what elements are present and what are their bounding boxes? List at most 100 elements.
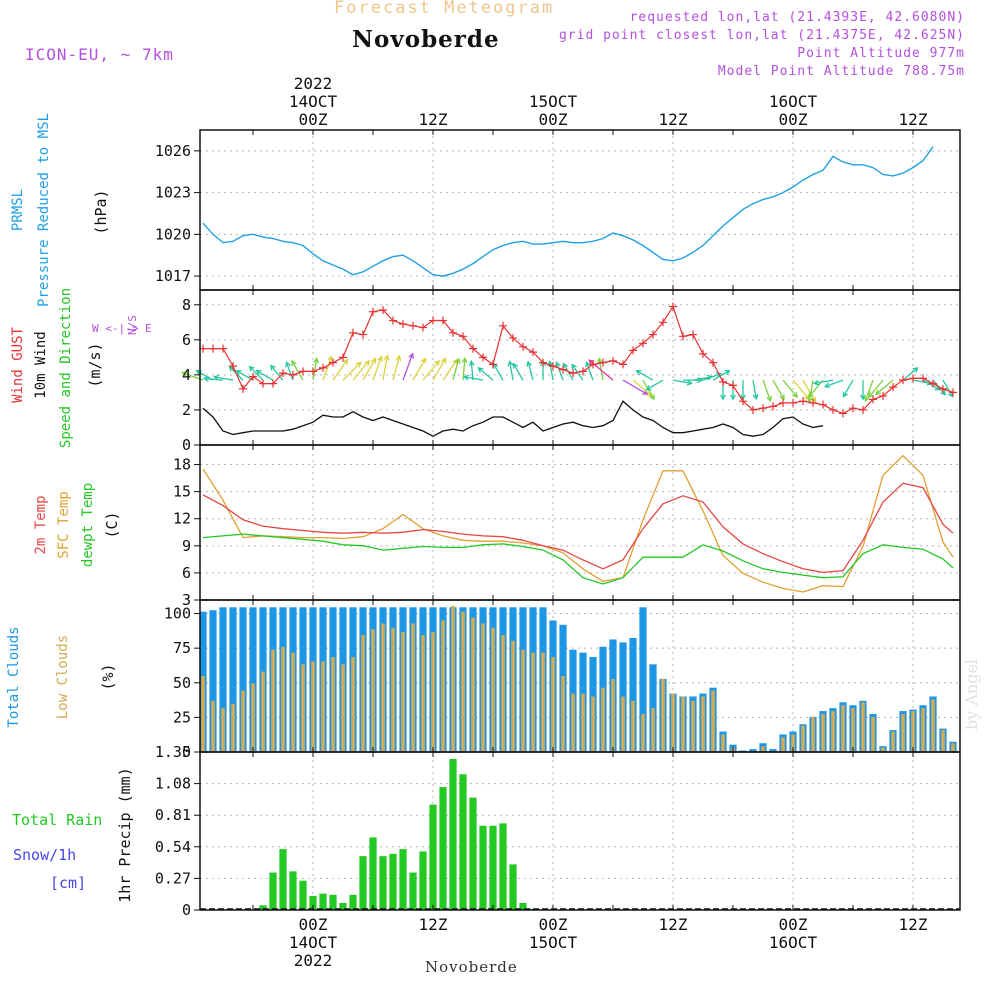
wind-arrow: [636, 370, 654, 381]
legend-total-rain: Total Rain: [12, 811, 102, 829]
wind-arrow: [527, 361, 534, 381]
rain-bar: [309, 895, 317, 910]
wind-arrow: [824, 379, 844, 388]
low-cloud-bar: [421, 635, 425, 752]
wind-arrow: [442, 359, 458, 381]
y-tick-label: 9: [182, 537, 191, 555]
low-cloud-bar: [311, 661, 315, 752]
chart-header-title: Forecast Meteogram: [334, 0, 555, 18]
wind-arrow: [382, 355, 388, 381]
gust-point: [639, 339, 647, 348]
gust-point: [429, 316, 437, 325]
wind-arrow: [464, 376, 484, 381]
wind-arrow-head: [395, 354, 402, 362]
gust-point: [339, 353, 347, 362]
gust-point: [879, 391, 887, 400]
wind-arrow-head: [440, 357, 447, 364]
low-cloud-bar: [701, 696, 705, 752]
low-cloud-bar: [681, 696, 685, 752]
wind-arrow-head: [807, 391, 814, 399]
gust-point: [669, 302, 677, 311]
wind-arrow-head: [635, 369, 642, 376]
wind-arrow: [512, 363, 524, 381]
y-tick-label: 8: [182, 296, 191, 314]
wind-arrow-head: [212, 374, 220, 381]
y-tick-label: 0: [182, 436, 191, 454]
low-cloud-bar: [901, 714, 905, 752]
gust-point: [769, 402, 777, 411]
wind-arrow: [762, 379, 772, 402]
y-tick-label: 75: [173, 639, 191, 657]
wind-arrow: [752, 380, 757, 399]
low-cloud-bar: [391, 627, 395, 752]
low-cloud-bar: [801, 725, 805, 752]
gust-point: [389, 316, 397, 325]
wind-arrow: [509, 361, 514, 381]
top-time-label: 00Z: [779, 110, 808, 129]
dew-title: dewpt Temp: [80, 483, 96, 567]
y-tick-label: 25: [173, 708, 191, 726]
gust-point: [729, 381, 737, 390]
gust-point: [549, 362, 557, 371]
y-tick-label: 1.08: [155, 775, 191, 793]
gust-point: [379, 306, 387, 315]
low-cloud-bar: [761, 746, 765, 752]
gust-point: [919, 374, 927, 383]
wind-speed-line: [202, 400, 824, 437]
gust-point: [519, 342, 527, 351]
wind-arrow: [452, 358, 460, 381]
low-cloud-bar: [641, 714, 645, 752]
low-cloud-bar: [401, 632, 405, 752]
low-cloud-bar: [851, 708, 855, 752]
low-cloud-bar: [301, 664, 305, 752]
top-time-label: 12Z: [899, 110, 928, 129]
y-tick-label: 1.35: [155, 743, 191, 761]
total-cloud-bar: [769, 749, 777, 752]
gust-point: [469, 344, 477, 353]
temp2m-title: 2m Temp: [33, 495, 49, 554]
rain-bar: [369, 837, 377, 910]
gust-point: [439, 316, 447, 325]
low-cloud-bar: [211, 700, 215, 752]
gust-point: [219, 344, 227, 353]
gust-point: [649, 330, 657, 339]
legend-snow-unit: [cm]: [50, 874, 86, 892]
wind-arrow-head: [934, 385, 941, 391]
gust-point: [609, 356, 617, 365]
rain-bar: [499, 823, 507, 910]
low-cloud-bar: [361, 635, 365, 752]
low-cloud-bar: [541, 652, 545, 752]
low-cloud-bar: [431, 632, 435, 752]
low-cloud-bar: [831, 711, 835, 752]
gust-point: [779, 398, 787, 407]
low-cloud-bar: [671, 693, 675, 752]
low-cloud-bar: [881, 747, 885, 752]
sfc-title: SFC Temp: [56, 491, 72, 558]
bottom-time-label: 12Z: [419, 915, 448, 934]
total-cloud-bar: [639, 607, 647, 752]
low-cloud-bar: [531, 652, 535, 752]
wind-arrow-head: [812, 379, 820, 386]
wind-arrow: [646, 379, 664, 391]
rain-bar: [299, 880, 307, 910]
wind-arrow-head: [792, 391, 799, 399]
wind-arrow: [902, 367, 918, 381]
bottom-time-label: 12Z: [659, 915, 688, 934]
gust-point: [539, 358, 547, 367]
wind-arrow: [256, 370, 274, 381]
gust-point: [449, 328, 457, 337]
gust-point: [249, 372, 257, 381]
rain-bar: [359, 856, 367, 910]
wind-arrow-head: [571, 363, 577, 370]
wind-arrow: [432, 358, 447, 381]
wind-dir-title: Speed and Direction: [58, 288, 74, 448]
wind-arrow: [632, 379, 653, 397]
wind-arrow: [332, 359, 348, 381]
top-time-label: 14OCT: [289, 92, 338, 111]
wind-arrow-head: [461, 356, 468, 364]
wind-arrow-head: [842, 391, 849, 398]
wind-arrow: [372, 356, 383, 381]
legend-snow: Snow/1h: [13, 846, 76, 864]
wind-arrow-head: [313, 357, 320, 364]
gust-point: [599, 358, 607, 367]
